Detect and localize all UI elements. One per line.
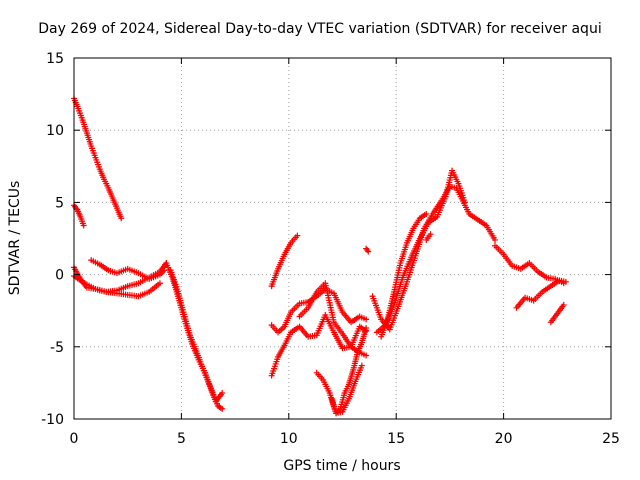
data-point: [364, 247, 371, 254]
series-arc-12: [313, 362, 365, 417]
data-point: [427, 231, 434, 238]
x-tick-label: 10: [280, 431, 298, 447]
series-arc-14: [363, 245, 372, 255]
y-tick-label: 15: [46, 51, 64, 67]
x-tick-label: 25: [602, 431, 620, 447]
x-tick-label: 0: [70, 431, 79, 447]
data-point: [219, 405, 226, 412]
data-point: [219, 390, 226, 397]
y-tick-label: 10: [46, 123, 64, 139]
x-axis-label: GPS time / hours: [283, 458, 400, 474]
data-point: [363, 316, 370, 323]
data-point: [423, 210, 430, 217]
x-tick-label: 5: [177, 431, 186, 447]
y-tick-label: -10: [41, 412, 64, 428]
axis-ticks: 0 5 10 15 20 25 -10 -5 0 5 10 15: [41, 51, 620, 447]
data-point: [363, 352, 370, 359]
data-points: [71, 95, 569, 417]
series-arc-6: [163, 260, 226, 412]
data-point: [156, 280, 163, 287]
data-point: [363, 325, 370, 332]
series-arc-7: [167, 267, 226, 405]
data-point: [461, 199, 468, 206]
data-point: [560, 301, 567, 308]
series-arc-18: [423, 231, 434, 243]
chart-title: Day 269 of 2024, Sidereal Day-to-day VTE…: [38, 21, 601, 37]
series-arc-21: [547, 301, 567, 326]
data-point: [294, 232, 301, 239]
data-point: [365, 248, 372, 255]
y-axis-label: SDTVAR / TECUs: [7, 181, 23, 296]
data-point: [80, 222, 87, 229]
data-point: [492, 236, 499, 243]
plot-frame: [73, 57, 612, 420]
x-tick-label: 15: [387, 431, 405, 447]
series-arc-17: [378, 210, 430, 340]
y-tick-label: -5: [50, 340, 64, 356]
data-point: [118, 215, 125, 222]
series-arc-2: [71, 202, 87, 229]
series-arc-20: [513, 277, 569, 311]
data-point: [562, 278, 569, 285]
y-tick-label: 5: [55, 195, 64, 211]
y-tick-label: 0: [55, 268, 64, 284]
series-arc-1: [71, 95, 125, 222]
series-arc-5: [88, 257, 168, 282]
series-arc-13: [328, 325, 370, 417]
grid: [74, 58, 611, 419]
x-tick-label: 20: [495, 431, 513, 447]
data-point: [358, 362, 365, 369]
series-arc-8: [268, 232, 301, 290]
